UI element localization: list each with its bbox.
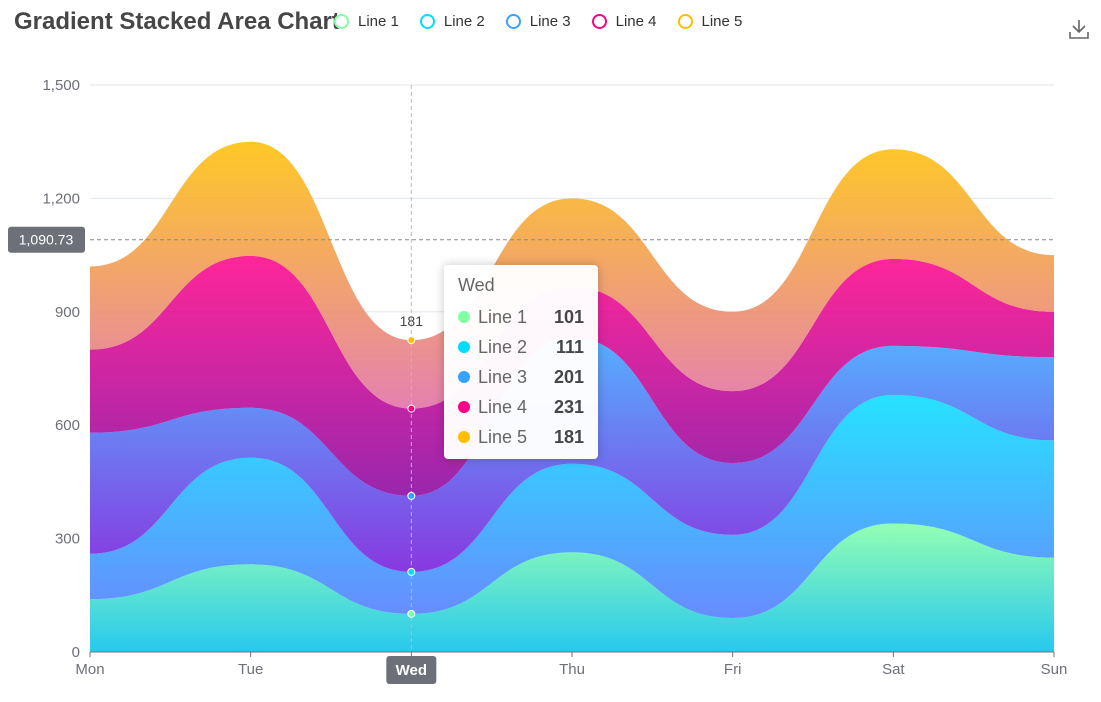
x-tick-label: Tue bbox=[238, 661, 263, 678]
legend-label: Line 4 bbox=[615, 13, 657, 30]
tooltip-dot-icon bbox=[458, 311, 470, 323]
tooltip-series-name: Line 1 bbox=[478, 306, 528, 327]
y-pointer-label-box bbox=[8, 226, 85, 253]
legend-item-line-5[interactable]: Line 5 bbox=[677, 13, 743, 30]
tooltip-series-name: Line 3 bbox=[478, 366, 528, 387]
tooltip-series-name: Line 4 bbox=[478, 396, 528, 417]
legend-marker-icon bbox=[677, 14, 693, 29]
tooltip-title: Wed bbox=[458, 275, 495, 295]
tooltip-dot-icon bbox=[458, 371, 470, 383]
y-tick-label: 1,500 bbox=[42, 77, 80, 94]
data-point[interactable] bbox=[407, 404, 416, 413]
legend-label: Line 3 bbox=[529, 13, 571, 30]
tooltip-row: Line 5 181 bbox=[458, 422, 584, 452]
data-point[interactable] bbox=[407, 491, 416, 500]
legend-label: Line 5 bbox=[701, 13, 743, 30]
data-point[interactable] bbox=[407, 567, 416, 576]
data-point[interactable] bbox=[407, 609, 416, 618]
chart-title: Gradient Stacked Area Chart bbox=[14, 8, 340, 35]
data-point[interactable] bbox=[407, 336, 416, 345]
legend-marker-icon bbox=[334, 14, 349, 29]
tooltip-row: Line 3 201 bbox=[458, 362, 584, 392]
legend-label: Line 1 bbox=[358, 13, 399, 30]
y-pointer-label: 1,090.73 bbox=[19, 232, 74, 248]
x-pointer-label: Wed bbox=[396, 662, 427, 679]
area-line-4[interactable] bbox=[90, 255, 1054, 496]
tooltip-series-value: 101 bbox=[553, 306, 584, 327]
y-tick-label: 300 bbox=[55, 531, 80, 548]
legend-item-line-1[interactable]: Line 1 bbox=[334, 13, 399, 30]
x-tick-label: Thu bbox=[559, 661, 585, 678]
y-tick-label: 600 bbox=[55, 417, 80, 434]
data-label: 181 bbox=[400, 313, 424, 329]
tooltip-series-value: 231 bbox=[553, 396, 584, 417]
legend-label: Line 2 bbox=[443, 13, 485, 30]
tooltip-series-value: 201 bbox=[553, 366, 584, 387]
tooltip-dot-icon bbox=[458, 431, 470, 443]
tooltip-series-name: Line 5 bbox=[478, 426, 528, 447]
x-tick-label: Mon bbox=[75, 661, 104, 678]
axis-pointer: 1,090.73 Wed 181 bbox=[8, 85, 1054, 684]
legend-marker-icon bbox=[419, 14, 435, 29]
area-line-2[interactable] bbox=[90, 394, 1054, 618]
tooltip: Wed Line 1 101 Line 2 111 Line 3 201 Lin… bbox=[444, 265, 598, 459]
tooltip-row: Line 4 231 bbox=[458, 392, 584, 422]
x-tick-label: Sat bbox=[882, 661, 905, 678]
download-icon[interactable] bbox=[1068, 18, 1090, 40]
tooltip-series-value: 111 bbox=[555, 336, 584, 357]
tooltip-dot-icon bbox=[458, 401, 470, 413]
x-tick-label: Sun bbox=[1041, 661, 1068, 678]
tooltip-series-value: 181 bbox=[553, 426, 584, 447]
legend-item-line-3[interactable]: Line 3 bbox=[505, 13, 571, 30]
x-pointer-label-box bbox=[386, 656, 437, 684]
tooltip-dot-icon bbox=[458, 341, 470, 353]
x-tick-label: Fri bbox=[724, 661, 742, 678]
legend: Line 1 Line 2 Line 3 Line 4 Line 5 bbox=[334, 13, 763, 30]
tooltip-series-name: Line 2 bbox=[478, 336, 528, 357]
y-tick-label: 0 bbox=[72, 644, 80, 661]
axes: 0 300 600 900 1,200 1,500 Mon Tue Thu Fri Sat Sun bbox=[42, 77, 1067, 678]
legend-item-line-4[interactable]: Line 4 bbox=[591, 13, 657, 30]
legend-marker-icon bbox=[505, 14, 521, 29]
tooltip-row: Line 2 111 bbox=[458, 332, 584, 362]
area-line-1[interactable] bbox=[90, 523, 1054, 652]
y-tick-label: 900 bbox=[55, 304, 80, 321]
y-tick-label: 1,200 bbox=[42, 190, 80, 207]
legend-item-line-2[interactable]: Line 2 bbox=[419, 13, 485, 30]
tooltip-row: Line 1 101 bbox=[458, 302, 584, 332]
legend-marker-icon bbox=[591, 14, 607, 29]
